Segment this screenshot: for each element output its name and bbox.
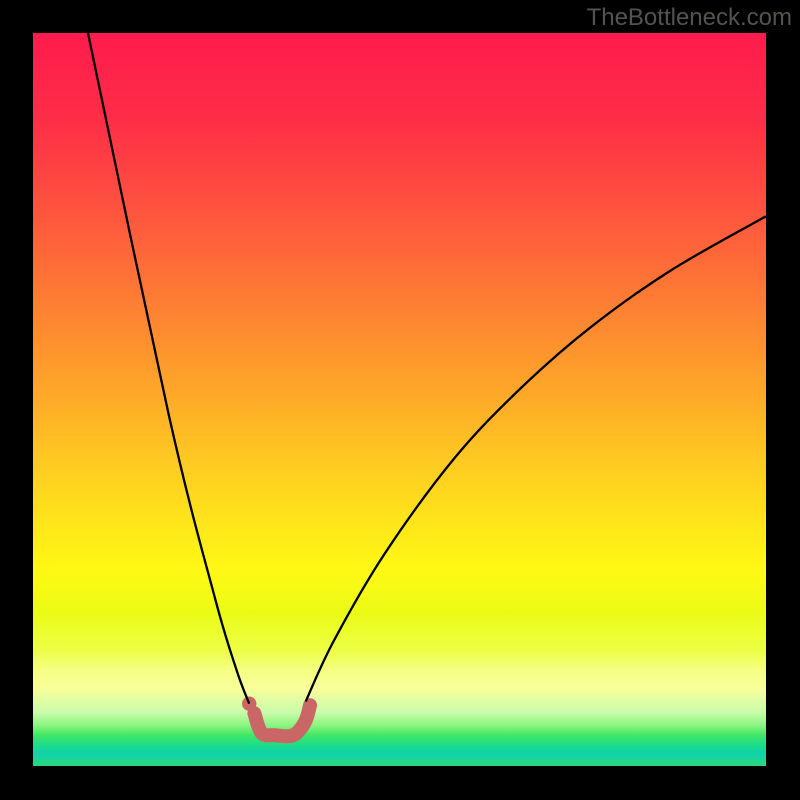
- curve-overlay: [0, 0, 800, 800]
- curve-left: [88, 33, 249, 704]
- bottom-blob: [254, 705, 310, 736]
- curve-right: [306, 216, 766, 701]
- canvas-root: TheBottleneck.com: [0, 0, 800, 800]
